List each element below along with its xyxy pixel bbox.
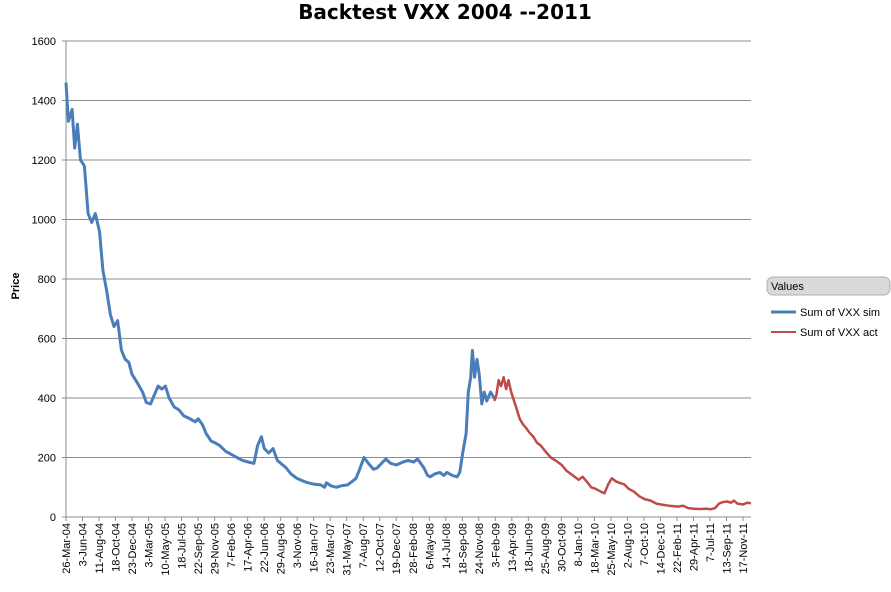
x-tick-label: 13-Sep-11 bbox=[721, 523, 733, 574]
x-tick-label: 8-Jan-10 bbox=[573, 523, 585, 566]
x-tick-label: 22-Sep-05 bbox=[193, 523, 205, 574]
series-lines bbox=[64, 82, 752, 511]
x-tick-label: 18-Oct-04 bbox=[111, 523, 123, 572]
y-tick-label: 0 bbox=[50, 512, 56, 524]
x-tick-label: 2-Aug-10 bbox=[622, 523, 634, 568]
y-axis-ticks: 0 200 400 600 800 1000 1200 1400 1600 bbox=[32, 36, 56, 524]
x-tick-label: 3-Feb-09 bbox=[490, 523, 502, 568]
x-tick-label: 7-Feb-06 bbox=[226, 523, 238, 568]
x-tick-label: 18-Jul-05 bbox=[177, 523, 189, 569]
x-tick-label: 17-Apr-06 bbox=[243, 523, 255, 572]
x-tick-label: 3-Nov-06 bbox=[292, 523, 304, 568]
x-tick-label: 14-Jul-08 bbox=[441, 523, 453, 569]
y-tick-label: 1200 bbox=[32, 155, 56, 167]
x-tick-label: 29-Apr-11 bbox=[688, 523, 700, 571]
x-tick-label: 19-Dec-07 bbox=[391, 523, 403, 574]
x-tick-label: 18-Sep-08 bbox=[457, 523, 469, 574]
x-tick-label: 23-Mar-07 bbox=[325, 523, 337, 574]
x-tick-label: 18-Mar-10 bbox=[589, 523, 601, 574]
y-tick-label: 200 bbox=[38, 453, 56, 465]
x-tick-label: 24-Nov-08 bbox=[474, 523, 486, 574]
x-tick-label: 23-Dec-04 bbox=[127, 523, 139, 574]
x-tick-label: 6-May-08 bbox=[424, 523, 436, 569]
x-tick-label: 7-Aug-07 bbox=[358, 523, 370, 568]
x-axis-ticks: 26-Mar-04 3-Jun-04 11-Aug-04 18-Oct-04 23-De… bbox=[61, 523, 750, 576]
y-tick-label: 400 bbox=[38, 393, 56, 405]
x-tick-label: 7-Jul-11 bbox=[705, 523, 717, 562]
y-tick-label: 1000 bbox=[32, 215, 56, 227]
x-tick-label: 10-May-05 bbox=[160, 523, 172, 576]
x-tick-label: 25-Aug-09 bbox=[540, 523, 552, 574]
x-tick-label: 26-Mar-04 bbox=[61, 523, 73, 574]
y-tick-label: 600 bbox=[38, 334, 56, 346]
series-line-vxx-sim bbox=[64, 82, 497, 489]
x-tick-label: 3-Mar-05 bbox=[144, 523, 156, 568]
x-tick-label: 3-Jun-04 bbox=[78, 523, 90, 566]
x-tick-label: 28-Feb-08 bbox=[408, 523, 420, 574]
x-tick-label: 13-Apr-09 bbox=[507, 523, 519, 572]
x-tick-label: 7-Oct-10 bbox=[639, 523, 651, 566]
legend-label-sim: Sum of VXX sim bbox=[800, 307, 880, 319]
x-tick-label: 12-Oct-07 bbox=[375, 523, 387, 572]
x-tick-label: 22-Jun-06 bbox=[259, 523, 271, 573]
chart-title: Backtest VXX 2004 --2011 bbox=[298, 0, 592, 24]
y-tick-label: 1600 bbox=[32, 36, 56, 48]
x-tick-label: 25-May-10 bbox=[606, 523, 618, 576]
legend-title-box bbox=[766, 276, 891, 296]
legend-label-act: Sum of VXX act bbox=[800, 327, 878, 339]
x-tick-label: 11-Aug-04 bbox=[94, 523, 106, 574]
x-tick-label: 16-Jan-07 bbox=[309, 523, 321, 573]
legend: Values Sum of VXX sim Sum of VXX act bbox=[766, 276, 891, 339]
x-tick-label: 29-Aug-06 bbox=[276, 523, 288, 574]
x-tick-label: 31-May-07 bbox=[342, 523, 354, 576]
y-axis-label: Price bbox=[10, 273, 22, 300]
x-tick-label: 17-Nov-11 bbox=[738, 523, 750, 574]
x-tick-label: 30-Oct-09 bbox=[556, 523, 568, 572]
x-tick-label: 18-Jun-09 bbox=[523, 523, 535, 573]
series-line-vxx-act bbox=[493, 375, 752, 511]
x-tick-label: 29-Nov-05 bbox=[210, 523, 222, 574]
x-tick-label: 22-Feb-11 bbox=[672, 523, 684, 573]
x-tick-label: 14-Dec-10 bbox=[655, 523, 667, 574]
gridlines bbox=[62, 40, 751, 521]
y-tick-label: 800 bbox=[38, 274, 56, 286]
legend-title: Values bbox=[771, 281, 804, 293]
y-tick-label: 1400 bbox=[32, 96, 56, 108]
